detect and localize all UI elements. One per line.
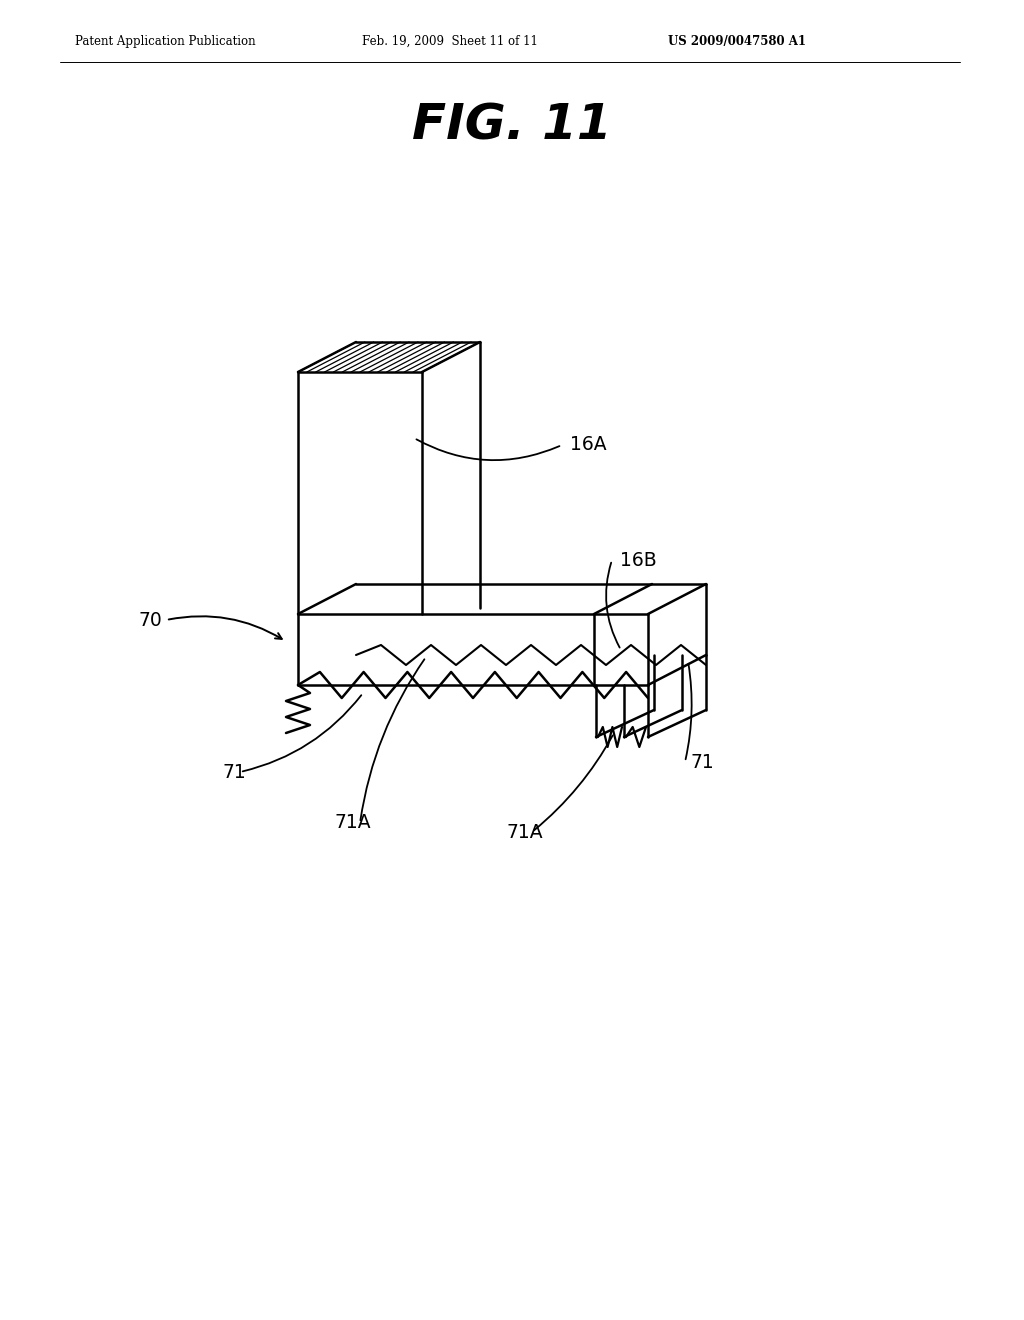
Text: 71A: 71A (507, 822, 544, 842)
Text: 71: 71 (690, 752, 714, 771)
Text: 71A: 71A (335, 813, 372, 833)
Text: 71: 71 (222, 763, 246, 781)
Text: Patent Application Publication: Patent Application Publication (75, 36, 256, 48)
Text: US 2009/0047580 A1: US 2009/0047580 A1 (668, 36, 806, 48)
Text: Feb. 19, 2009  Sheet 11 of 11: Feb. 19, 2009 Sheet 11 of 11 (362, 36, 538, 48)
Text: 16A: 16A (570, 436, 606, 454)
Text: FIG. 11: FIG. 11 (413, 102, 611, 150)
Text: 70: 70 (138, 610, 162, 630)
Text: 16B: 16B (620, 550, 656, 569)
